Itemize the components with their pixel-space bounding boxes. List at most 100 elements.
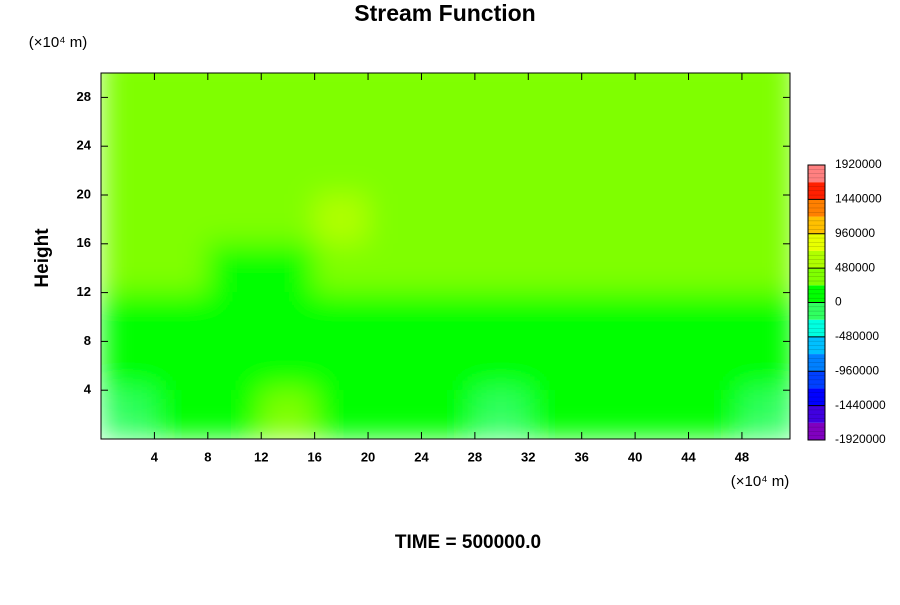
field-cell <box>314 73 369 98</box>
field-cell <box>101 194 155 245</box>
field-cell <box>741 340 790 391</box>
x-axis-label: (×10⁴ m) <box>731 473 790 490</box>
field-cell <box>634 73 690 98</box>
field-cell <box>634 340 690 391</box>
field-cell <box>474 292 529 342</box>
field-cell <box>207 340 262 391</box>
field-cell <box>634 194 690 245</box>
field-cell <box>153 73 209 98</box>
field-cell <box>420 194 476 245</box>
field-cell <box>420 389 476 439</box>
x-tick-label: 44 <box>681 449 696 464</box>
field-cell <box>367 243 422 294</box>
x-tick-label: 4 <box>151 449 159 464</box>
field-cell <box>527 73 583 98</box>
colorbar-band <box>808 336 825 355</box>
field-cell <box>741 194 790 245</box>
field-cell <box>314 243 369 294</box>
field-cell <box>581 340 636 391</box>
field-cell <box>474 96 529 147</box>
plot-frame <box>100 72 791 440</box>
field <box>101 73 790 439</box>
x-tick-label: 20 <box>361 449 375 464</box>
field-cell <box>527 389 583 439</box>
field-cell <box>688 73 743 98</box>
field-cell <box>101 243 155 294</box>
field-cell <box>101 145 155 196</box>
field-cell <box>527 96 583 147</box>
field-cell <box>581 73 636 98</box>
field-cell <box>207 96 262 147</box>
field-cell <box>260 145 316 196</box>
field-cell <box>581 243 636 294</box>
colorbar-band <box>808 216 825 234</box>
field-cell <box>634 145 690 196</box>
colorbar-band <box>808 285 825 303</box>
field-cell <box>367 73 422 98</box>
field-cell <box>420 340 476 391</box>
colorbar-tick-label: 1440000 <box>835 192 882 206</box>
chart-title: Stream Function <box>354 0 535 26</box>
field-cell <box>260 389 316 439</box>
x-tick-label: 48 <box>735 449 749 464</box>
colorbar-tick-label: 960000 <box>835 226 875 240</box>
y-tick-label: 20 <box>77 186 91 201</box>
x-tick-label: 16 <box>307 449 321 464</box>
colorbar-band <box>808 302 825 320</box>
field-cell <box>153 389 209 439</box>
field-cell <box>741 96 790 147</box>
x-tick-label: 36 <box>574 449 588 464</box>
footer: TIME = 500000.0 <box>395 532 541 553</box>
field-cell <box>260 96 316 147</box>
field-cell <box>581 96 636 147</box>
field-cell <box>741 243 790 294</box>
field-cell <box>634 96 690 147</box>
field-cell <box>474 389 529 439</box>
colorbar-tick-label: 480000 <box>835 260 875 274</box>
field-cell <box>153 243 209 294</box>
field-cell <box>314 96 369 147</box>
colorbar-band <box>808 233 825 251</box>
field-cell <box>741 292 790 342</box>
field-cell <box>741 145 790 196</box>
field-cell <box>634 243 690 294</box>
colorbar-tick-label: -960000 <box>835 363 879 377</box>
field-cell <box>634 292 690 342</box>
field-cell <box>420 145 476 196</box>
field-cell <box>420 73 476 98</box>
x-tick-label: 12 <box>254 449 268 464</box>
field-cell <box>474 194 529 245</box>
colorbar-band <box>808 182 825 200</box>
colorbar-band <box>808 268 825 286</box>
y-axis-label: Height <box>32 228 53 288</box>
field-cell <box>527 243 583 294</box>
field-cell <box>260 292 316 342</box>
colorbar-band <box>808 319 825 337</box>
field-cell <box>527 194 583 245</box>
field-cell <box>260 340 316 391</box>
field-cell <box>474 145 529 196</box>
colorbar-band <box>808 250 825 269</box>
field-cell <box>153 96 209 147</box>
field-cell <box>581 292 636 342</box>
x-tick-label: 28 <box>468 449 482 464</box>
field-cell <box>101 96 155 147</box>
field-cell <box>688 96 743 147</box>
x-tick-label: 40 <box>628 449 642 464</box>
x-tick-label: 32 <box>521 449 535 464</box>
field-cell <box>420 96 476 147</box>
field-cell <box>207 243 262 294</box>
field-cell <box>420 292 476 342</box>
field-cell <box>207 73 262 98</box>
field-cell <box>741 389 790 439</box>
y-tick-label: 28 <box>77 89 91 104</box>
field-cell <box>101 340 155 391</box>
field-cell <box>527 145 583 196</box>
field-cell <box>367 145 422 196</box>
colorbar-band <box>808 405 825 423</box>
field-cell <box>207 292 262 342</box>
colorbar-band <box>808 165 825 183</box>
field-cell <box>367 292 422 342</box>
field-cell <box>207 145 262 196</box>
